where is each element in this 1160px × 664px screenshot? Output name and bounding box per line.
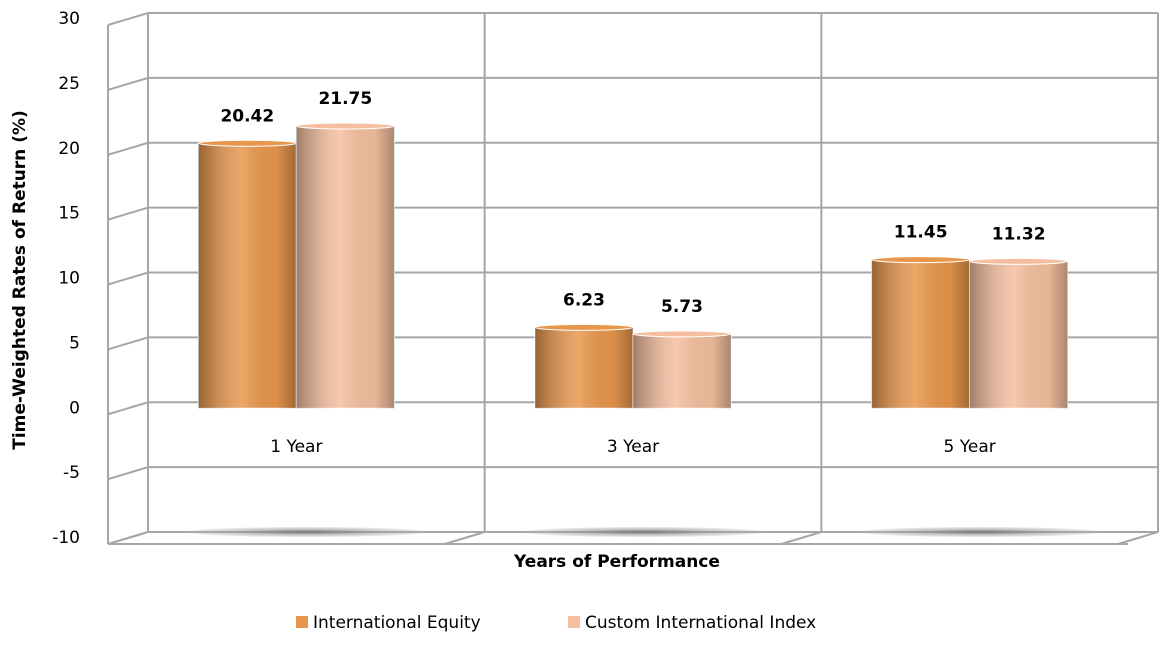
- y-tick-label: -5: [63, 463, 80, 483]
- grid-line: [107, 466, 1158, 481]
- legend-swatch: [296, 616, 308, 628]
- x-tick-label: 3 Year: [607, 437, 659, 457]
- bar-shade: [198, 143, 297, 409]
- y-axis-title: Time-Weighted Rates of Return (%): [10, 110, 30, 450]
- floor-shadow: [859, 527, 1100, 537]
- data-label: 11.45: [894, 223, 948, 243]
- data-label: 11.32: [992, 224, 1046, 244]
- floor-line: [781, 531, 822, 545]
- legend-label: International Equity: [313, 613, 481, 633]
- y-tick-label: 20: [58, 139, 80, 159]
- data-label: 21.75: [318, 89, 372, 109]
- grid-line: [107, 271, 1158, 286]
- y-tick-label: 5: [69, 333, 80, 353]
- bar-cap: [534, 323, 634, 331]
- floor-line: [444, 531, 485, 545]
- bar-shade: [633, 333, 731, 409]
- data-label: 20.42: [220, 106, 274, 126]
- y-tick-label: 10: [58, 269, 80, 289]
- grid-line: [107, 531, 1158, 545]
- bar-cap: [197, 139, 297, 147]
- floor-shadow: [523, 527, 763, 537]
- legend-swatch: [568, 616, 580, 628]
- bar-cap: [871, 256, 971, 264]
- bar-shade: [871, 259, 970, 409]
- grid-line: [107, 206, 1158, 221]
- y-tick-label: 25: [58, 74, 80, 94]
- bar-cap: [969, 257, 1069, 265]
- data-label: 6.23: [563, 290, 605, 310]
- grid-line: [107, 76, 1158, 91]
- data-label: 5.73: [661, 297, 703, 317]
- floor-line: [1117, 531, 1159, 545]
- grid-line: [107, 141, 1158, 156]
- y-tick-label: 30: [58, 9, 80, 29]
- bar-cap: [632, 330, 732, 338]
- grid-line: [107, 401, 1158, 416]
- x-tick-label: 5 Year: [944, 437, 996, 457]
- grid-line: [107, 12, 1158, 26]
- legend-label: Custom International Index: [585, 613, 816, 633]
- grid-line: [107, 336, 1158, 351]
- y-tick-label: 15: [58, 204, 80, 224]
- bar-shade: [969, 261, 1068, 409]
- bar-cap: [295, 122, 395, 130]
- y-tick-label: -10: [52, 528, 80, 548]
- bar-shade: [296, 126, 395, 409]
- floor-shadow: [186, 527, 427, 537]
- y-tick-label: 0: [69, 398, 80, 418]
- x-axis-title: Years of Performance: [513, 552, 720, 572]
- bar-shade: [535, 327, 633, 409]
- x-tick-label: 1 Year: [270, 437, 322, 457]
